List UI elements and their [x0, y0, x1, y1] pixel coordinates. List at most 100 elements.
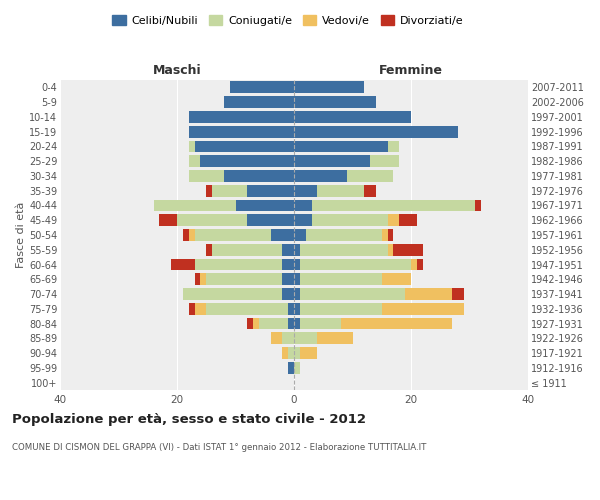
Bar	[294, 126, 458, 138]
Bar	[283, 244, 294, 256]
Bar	[347, 170, 394, 182]
Bar	[294, 303, 300, 314]
Bar	[189, 229, 194, 241]
Bar	[271, 332, 283, 344]
Bar	[206, 274, 283, 285]
Bar	[294, 258, 300, 270]
Bar	[171, 258, 194, 270]
Bar	[194, 229, 271, 241]
Bar	[188, 156, 200, 167]
Bar	[206, 303, 288, 314]
Bar	[294, 347, 300, 359]
Bar	[300, 303, 382, 314]
Bar	[294, 170, 347, 182]
Bar	[294, 332, 317, 344]
Bar	[259, 318, 288, 330]
Bar	[364, 185, 376, 196]
Bar	[212, 185, 247, 196]
Bar	[194, 258, 283, 270]
Bar	[400, 214, 417, 226]
Bar	[206, 244, 212, 256]
Bar	[388, 244, 394, 256]
Bar	[394, 244, 422, 256]
Bar	[247, 318, 253, 330]
Bar	[300, 318, 341, 330]
Bar	[300, 244, 388, 256]
Bar	[235, 200, 294, 211]
Text: COMUNE DI CISMON DEL GRAPPA (VI) - Dati ISTAT 1° gennaio 2012 - Elaborazione TUT: COMUNE DI CISMON DEL GRAPPA (VI) - Dati …	[12, 442, 427, 452]
Bar	[405, 288, 452, 300]
Bar	[189, 303, 194, 314]
Text: Maschi: Maschi	[152, 64, 202, 77]
Bar	[288, 303, 294, 314]
Bar	[388, 214, 400, 226]
Bar	[189, 140, 194, 152]
Bar	[294, 156, 370, 167]
Bar	[294, 362, 300, 374]
Bar	[194, 303, 206, 314]
Bar	[341, 318, 452, 330]
Bar	[188, 111, 294, 123]
Bar	[475, 200, 481, 211]
Bar	[411, 258, 417, 270]
Bar	[188, 126, 294, 138]
Bar	[300, 258, 411, 270]
Bar	[230, 82, 294, 94]
Text: Femmine: Femmine	[379, 64, 443, 77]
Bar	[388, 140, 400, 152]
Bar	[183, 229, 188, 241]
Bar	[317, 185, 364, 196]
Bar	[288, 347, 294, 359]
Bar	[288, 362, 294, 374]
Bar	[294, 244, 300, 256]
Bar	[183, 288, 283, 300]
Bar	[224, 170, 294, 182]
Bar	[382, 274, 411, 285]
Bar	[271, 229, 294, 241]
Bar	[200, 156, 294, 167]
Bar	[417, 258, 423, 270]
Bar	[282, 347, 288, 359]
Bar	[283, 288, 294, 300]
Bar	[224, 96, 294, 108]
Bar	[160, 214, 177, 226]
Bar	[294, 214, 311, 226]
Bar	[154, 200, 235, 211]
Bar	[283, 332, 294, 344]
Legend: Celibi/Nubili, Coniugati/e, Vedovi/e, Divorziati/e: Celibi/Nubili, Coniugati/e, Vedovi/e, Di…	[108, 10, 468, 30]
Bar	[382, 303, 464, 314]
Bar	[388, 229, 394, 241]
Bar	[177, 214, 247, 226]
Bar	[294, 140, 388, 152]
Bar	[288, 318, 294, 330]
Bar	[294, 82, 364, 94]
Bar	[294, 274, 300, 285]
Bar	[370, 156, 400, 167]
Y-axis label: Fasce di età: Fasce di età	[16, 202, 26, 268]
Bar	[200, 274, 206, 285]
Bar	[311, 214, 388, 226]
Bar	[194, 140, 294, 152]
Bar	[283, 274, 294, 285]
Bar	[317, 332, 353, 344]
Bar	[311, 200, 475, 211]
Bar	[300, 288, 405, 300]
Bar	[300, 274, 382, 285]
Bar	[194, 274, 200, 285]
Bar	[206, 185, 212, 196]
Bar	[306, 229, 382, 241]
Bar	[294, 200, 311, 211]
Bar	[294, 185, 317, 196]
Bar	[253, 318, 259, 330]
Text: Popolazione per età, sesso e stato civile - 2012: Popolazione per età, sesso e stato civil…	[12, 412, 366, 426]
Bar	[294, 288, 300, 300]
Bar	[189, 170, 224, 182]
Bar	[294, 229, 306, 241]
Bar	[212, 244, 283, 256]
Bar	[452, 288, 464, 300]
Bar	[300, 347, 317, 359]
Bar	[382, 229, 388, 241]
Bar	[294, 318, 300, 330]
Bar	[294, 111, 411, 123]
Bar	[294, 96, 376, 108]
